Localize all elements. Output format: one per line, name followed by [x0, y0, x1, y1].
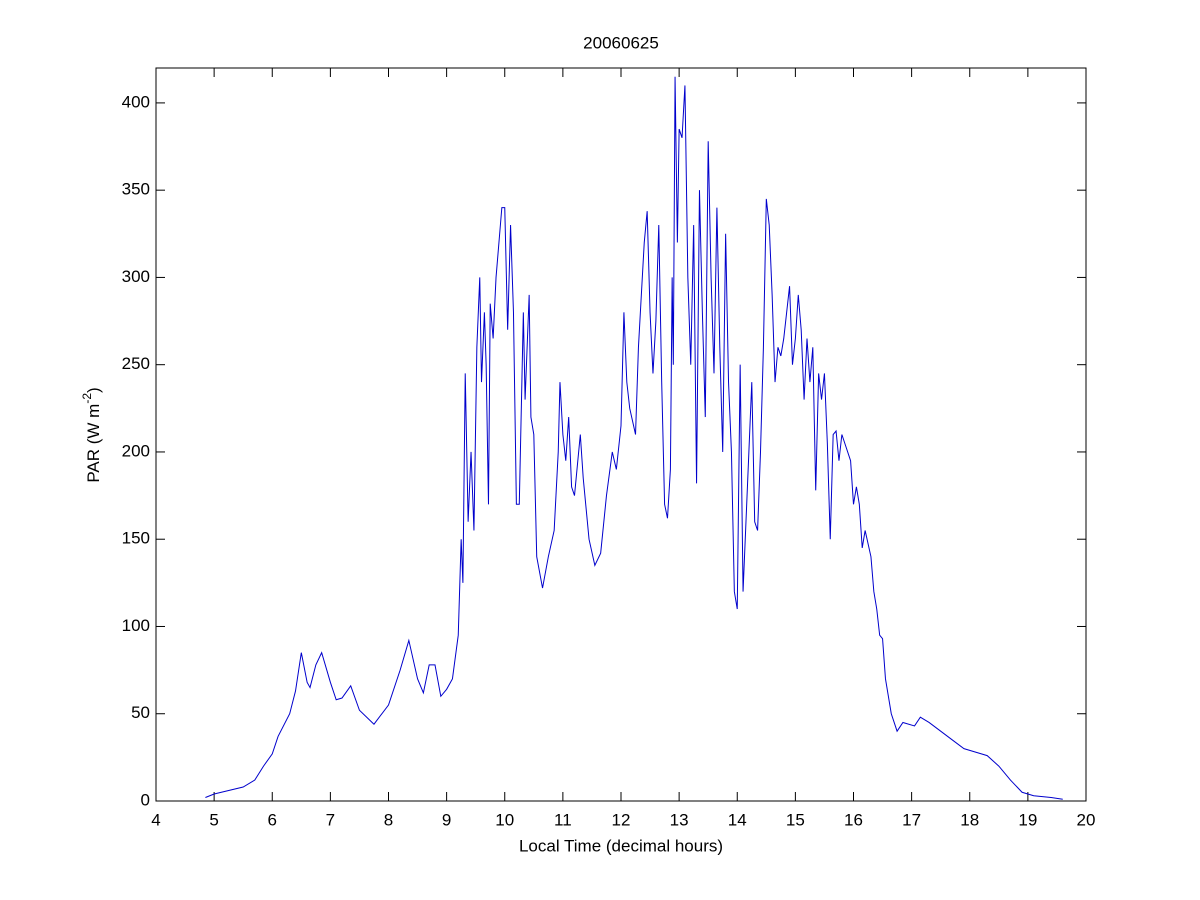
- x-tick-label: 18: [960, 810, 979, 829]
- y-tick-label: 100: [122, 616, 150, 635]
- y-tick-label: 0: [141, 790, 150, 809]
- x-tick-label: 9: [442, 810, 451, 829]
- data-line: [205, 76, 1063, 800]
- y-tick-label: 300: [122, 267, 150, 286]
- y-tick-label: 250: [122, 354, 150, 373]
- x-tick-label: 14: [728, 810, 747, 829]
- y-label-main: PAR (W m: [84, 404, 103, 483]
- chart-title: 20060625: [583, 33, 659, 52]
- x-tick-label: 13: [670, 810, 689, 829]
- x-tick-label: 7: [326, 810, 335, 829]
- plot-frame: [155, 67, 1087, 802]
- x-tick-label: 6: [268, 810, 277, 829]
- x-tick-label: 10: [495, 810, 514, 829]
- x-tick-label: 11: [554, 810, 572, 829]
- x-tick-label: 20: [1077, 810, 1096, 829]
- y-tick-label: 400: [122, 92, 150, 111]
- x-tick-label: 15: [786, 810, 805, 829]
- x-tick-label: 4: [151, 810, 160, 829]
- x-tick-label: 17: [902, 810, 921, 829]
- y-tick-label: 150: [122, 529, 150, 548]
- y-tick-label: 350: [122, 180, 150, 199]
- x-axis-label: Local Time (decimal hours): [519, 836, 723, 855]
- x-tick-label: 8: [384, 810, 393, 829]
- y-axis-label: PAR (W m-2): [80, 387, 103, 482]
- x-tick-label: 19: [1018, 810, 1037, 829]
- y-tick-label: 50: [131, 703, 150, 722]
- y-label-end: ): [84, 387, 103, 393]
- y-label-sup: -2: [80, 393, 94, 404]
- x-tick-label: 5: [209, 810, 218, 829]
- x-tick-label: 12: [612, 810, 631, 829]
- y-tick-label: 200: [122, 441, 150, 460]
- x-tick-label: 16: [844, 810, 863, 829]
